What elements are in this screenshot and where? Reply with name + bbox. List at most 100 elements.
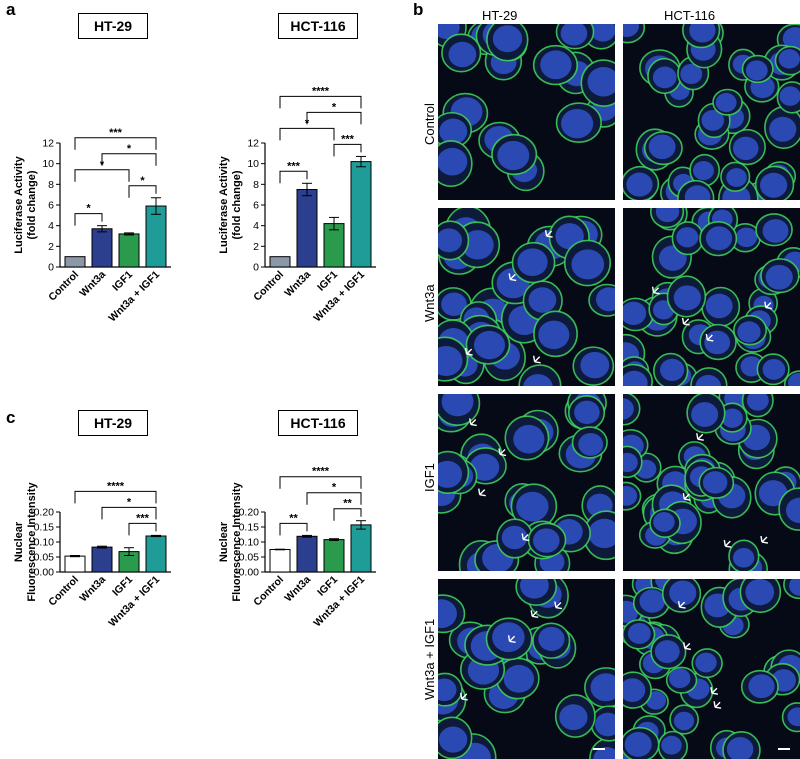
cell-nucleus	[652, 66, 677, 89]
cell-nucleus	[654, 640, 680, 663]
bar-0	[269, 256, 291, 268]
cell-nucleus	[520, 579, 549, 599]
arrow-marker	[705, 333, 714, 342]
micrograph-row-label-wnt3a: Wnt3a	[422, 284, 437, 322]
significance-bracket	[279, 95, 362, 109]
cell-nucleus	[737, 321, 761, 343]
cell-nucleus	[715, 92, 737, 113]
y-tick-label: 8	[253, 179, 259, 191]
significance-bracket	[74, 137, 157, 150]
cell-nucleus	[438, 726, 468, 753]
micrograph-hct116-wnt3a-igf1	[623, 579, 800, 759]
cell-nucleus	[503, 664, 535, 693]
y-tick-label: 0.05	[34, 552, 55, 564]
significance-label: *	[127, 496, 132, 508]
bar-0	[269, 549, 291, 573]
arrow-marker	[554, 601, 563, 610]
cell-nucleus	[623, 485, 638, 506]
cell-nucleus	[701, 109, 725, 131]
cell-nucleus	[438, 345, 463, 376]
cell-nucleus	[705, 293, 733, 319]
significance-label: *	[86, 203, 91, 215]
y-tick-label: 0.05	[239, 552, 260, 564]
micrograph-row-label-wnt3a-igf1: Wnt3a + IGF1	[422, 618, 437, 700]
cell-nucleus	[787, 372, 800, 386]
bar-chart-luciferase-ht29: Luciferase Activity (fold change) 0 2 4 6 8 10 1…	[13, 127, 171, 324]
arrow-marker	[683, 642, 691, 651]
y-tick-label: 6	[48, 200, 54, 212]
bar-2	[323, 539, 345, 573]
micrograph-image	[623, 579, 800, 759]
arrow-marker	[760, 535, 769, 544]
cell-nucleus	[765, 264, 793, 290]
bar-3	[350, 524, 372, 573]
significance-label: **	[289, 512, 298, 524]
y-tick-label: 0	[48, 262, 54, 274]
micrograph-hct116-control	[623, 24, 800, 200]
cell-nucleus	[684, 185, 711, 200]
cell-nucleus	[580, 351, 610, 379]
y-tick-label: 6	[253, 200, 259, 212]
cell-nucleus	[762, 219, 789, 243]
cell-nucleus	[760, 172, 788, 198]
y-axis-label-line2: Fluorescence Intensity	[26, 482, 38, 602]
x-tick-label: Control	[46, 269, 81, 304]
cell-nucleus	[441, 394, 474, 417]
y-tick-label: 4	[48, 220, 54, 232]
cell-nucleus	[439, 118, 468, 145]
y-tick-label: 0.15	[34, 522, 55, 534]
significance-label: *	[127, 143, 132, 155]
cell-nucleus	[680, 63, 703, 85]
cell-nucleus	[448, 41, 477, 68]
micrograph-image	[623, 394, 800, 571]
cell-nucleus	[705, 226, 733, 251]
cell-nucleus	[623, 678, 646, 703]
arrow-marker	[710, 687, 719, 695]
arrow-marker	[651, 286, 660, 295]
cell-nucleus	[540, 50, 572, 80]
bar-1	[91, 546, 113, 573]
cell-nucleus	[517, 248, 548, 277]
cell-nucleus	[595, 287, 615, 312]
y-axis-label: Luciferase Activity	[13, 155, 25, 253]
cell-nucleus	[590, 24, 615, 42]
arrow-marker	[478, 488, 486, 497]
bar-0	[64, 555, 86, 573]
arrow-marker	[460, 692, 468, 701]
y-tick-label: 0.20	[239, 507, 260, 519]
significance-label: ***	[136, 512, 150, 524]
micrograph-ht29-wnt3a	[438, 208, 615, 386]
cell-nucleus	[438, 678, 457, 702]
cell-nucleus	[726, 737, 754, 759]
cell-nucleus	[559, 704, 588, 731]
y-tick-label: 8	[48, 179, 54, 191]
cell-nucleus	[438, 460, 463, 488]
cell-nucleus	[676, 227, 699, 248]
cell-nucleus	[695, 652, 717, 673]
bar-3	[350, 161, 372, 268]
micrograph-image	[438, 394, 615, 571]
significance-label: ***	[287, 160, 301, 172]
cell-nucleus	[748, 674, 775, 699]
cell-nucleus	[648, 134, 676, 160]
panel-letter-b: b	[413, 0, 424, 19]
significance-bracket	[74, 169, 130, 182]
arrow-marker	[521, 533, 530, 542]
cell-nucleus	[732, 136, 759, 161]
significance-label: ****	[107, 480, 125, 492]
cell-nucleus	[769, 116, 797, 142]
arrow-marker	[681, 317, 690, 326]
cell-nucleus	[588, 518, 615, 549]
cell-nucleus	[626, 172, 653, 197]
significance-bracket	[101, 506, 157, 520]
x-tick-label: Wnt3a	[77, 574, 108, 605]
significance-label: ****	[312, 85, 330, 97]
y-tick-label: 0.20	[34, 507, 55, 519]
cell-nucleus	[528, 287, 557, 313]
cell-nucleus	[538, 626, 565, 651]
cell-nucleus	[689, 24, 716, 43]
bar-2	[118, 233, 140, 268]
arrow-marker	[507, 635, 516, 643]
cell-nucleus	[779, 86, 800, 106]
